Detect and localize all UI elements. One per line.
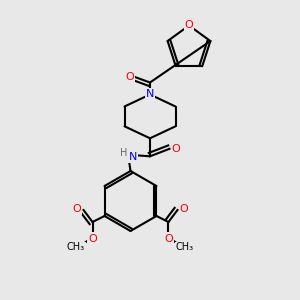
Text: O: O: [184, 20, 194, 31]
Text: O: O: [125, 71, 134, 82]
Text: N: N: [146, 89, 154, 100]
Text: CH₃: CH₃: [67, 242, 85, 253]
Text: H: H: [120, 148, 128, 158]
Text: O: O: [164, 233, 173, 244]
Text: O: O: [73, 203, 81, 214]
Text: O: O: [88, 233, 97, 244]
Text: O: O: [180, 203, 188, 214]
Text: O: O: [172, 144, 181, 154]
Text: CH₃: CH₃: [176, 242, 194, 253]
Text: N: N: [129, 152, 137, 162]
